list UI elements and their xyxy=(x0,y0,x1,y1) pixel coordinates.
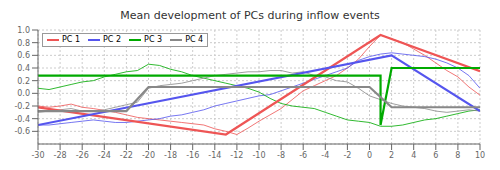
svg-text:-6: -6 xyxy=(299,151,307,160)
html-text:PC 4: PC 4 xyxy=(185,35,204,44)
svg-text:1.0: 1.0 xyxy=(17,26,30,35)
svg-text:6: 6 xyxy=(433,151,438,160)
html-text:PC 2: PC 2 xyxy=(103,35,122,44)
svg-text:10: 10 xyxy=(475,151,485,160)
svg-text:-0.6: -0.6 xyxy=(14,127,30,136)
svg-text:4: 4 xyxy=(411,151,416,160)
svg-text:-2: -2 xyxy=(343,151,351,160)
svg-text:-28: -28 xyxy=(54,151,67,160)
svg-text:-24: -24 xyxy=(98,151,111,160)
svg-text:0.6: 0.6 xyxy=(17,51,30,60)
html-text:PC 3: PC 3 xyxy=(144,35,163,44)
svg-text:-30: -30 xyxy=(31,151,44,160)
html-text:Mean development of PCs during: Mean development of PCs during inflow ev… xyxy=(120,9,380,22)
svg-text:2: 2 xyxy=(389,151,394,160)
svg-text:-8: -8 xyxy=(277,151,285,160)
html-text:PC 1: PC 1 xyxy=(62,35,80,44)
svg-text:0.4: 0.4 xyxy=(17,64,30,73)
svg-text:-20: -20 xyxy=(142,151,155,160)
svg-text:0.0: 0.0 xyxy=(17,89,30,98)
svg-text:-14: -14 xyxy=(208,151,221,160)
svg-text:-0.4: -0.4 xyxy=(14,115,30,124)
svg-text:-0.2: -0.2 xyxy=(14,102,30,111)
svg-text:-10: -10 xyxy=(252,151,265,160)
svg-text:-4: -4 xyxy=(321,151,329,160)
svg-text:0.8: 0.8 xyxy=(17,39,30,48)
svg-text:-12: -12 xyxy=(230,151,243,160)
svg-text:-18: -18 xyxy=(164,151,177,160)
svg-text:8: 8 xyxy=(455,151,460,160)
svg-text:-22: -22 xyxy=(120,151,133,160)
svg-text:0.2: 0.2 xyxy=(17,77,30,86)
svg-text:0: 0 xyxy=(367,151,372,160)
svg-text:-16: -16 xyxy=(186,151,199,160)
svg-text:-26: -26 xyxy=(76,151,89,160)
